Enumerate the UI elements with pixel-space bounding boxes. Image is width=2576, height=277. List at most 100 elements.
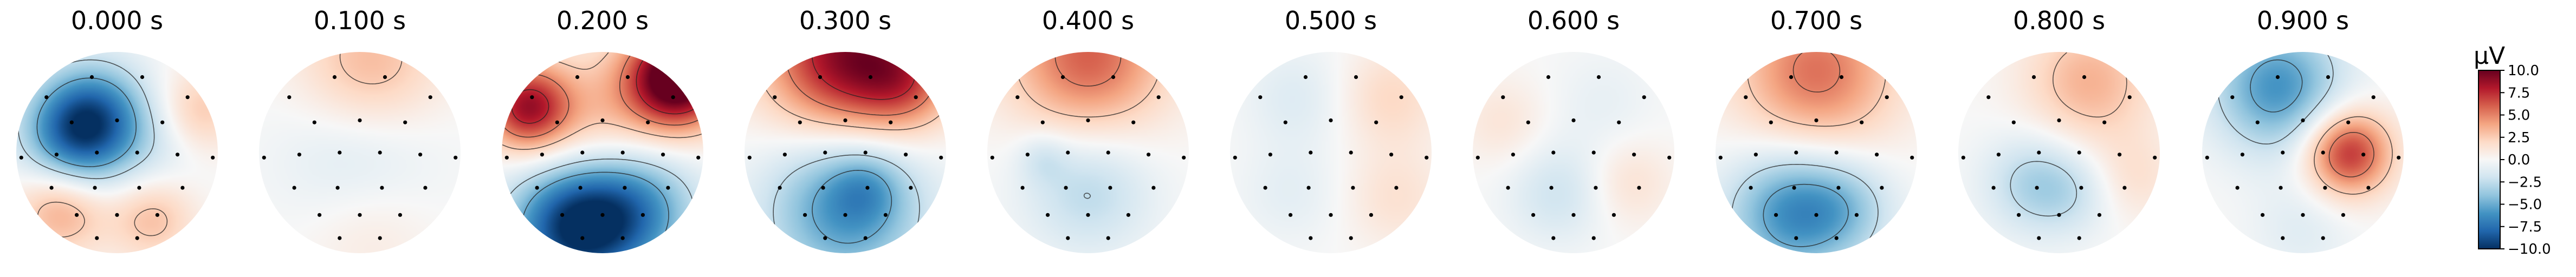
sensor-marker [1986,95,1991,100]
contour-line [1083,193,1091,199]
sensor-marker [2011,120,2016,124]
sensor-marker [1667,155,1672,160]
sensor-marker [2057,118,2061,123]
topomap-panel: 0.100 s [259,6,461,253]
sensor-marker [1086,213,1090,217]
sensor-marker [1753,153,1758,157]
sensor-marker [782,153,787,157]
topomap-heatmap [2202,52,2404,253]
sensor-marker [1329,213,1333,217]
sensor-marker [2122,186,2127,190]
topomap-heatmap [259,52,461,253]
topomap-heatmap [987,52,1189,253]
sensor-marker [1111,75,1116,80]
sensor-marker [380,186,384,190]
sensor-marker [661,153,665,157]
sensor-marker [44,95,49,100]
sensor-marker [1885,95,1889,100]
sensor-marker [2097,213,2101,217]
sensor-marker [1015,95,1020,100]
topomap-panel: 0.800 s [1958,6,2160,253]
sensor-marker [2127,95,2132,100]
sensor-marker [1749,186,1753,190]
sensor-marker [1306,186,1311,190]
sensor-marker [1283,120,1287,124]
sensor-marker [332,75,337,80]
sensor-marker [89,75,94,80]
sensor-marker [1880,186,1884,190]
sensor-marker [1151,186,1156,190]
sensor-marker [454,155,458,160]
topomap-heatmap [502,52,703,253]
sensor-marker [863,150,868,155]
sensor-marker [54,153,59,157]
colorbar-tick-label: 10.0 [2508,63,2539,79]
sensor-marker [1086,118,1090,123]
contour-line [2250,59,2303,113]
sensor-marker [843,213,847,217]
sensor-marker [1066,236,1070,240]
sensor-marker [1233,155,1237,160]
sensor-marker [504,155,509,160]
sensor-marker [904,153,908,157]
sensor-marker [2301,213,2305,217]
topomap-title: 0.000 s [71,6,163,35]
sensor-marker [1551,150,1556,155]
sensor-marker [176,153,180,157]
sensor-marker [262,155,266,160]
sensor-marker [773,95,777,100]
sensor-marker [1910,155,1914,160]
sensor-marker [1126,213,1130,217]
sensor-marker [868,75,873,80]
sensor-marker [530,95,534,100]
colorbar-tick-label: −5.0 [2508,197,2542,213]
topomap-panel: 0.600 s [1473,6,1674,253]
sensor-marker [2371,95,2376,100]
colorbar-tick-label: −10.0 [2508,241,2551,258]
sensor-marker [1309,150,1313,155]
sensor-marker [600,118,605,123]
sensor-marker [821,186,825,190]
sensor-marker [2346,120,2351,124]
colorbar-tick-label: 7.5 [2508,85,2530,101]
sensor-marker [580,236,585,240]
sensor-marker [1106,150,1110,155]
topomap-heatmap [745,52,946,253]
sensor-marker [625,75,630,80]
sensor-marker [620,150,625,155]
contour-line [36,77,137,167]
sensor-marker [2275,75,2280,80]
sensor-marker [671,95,675,100]
sensor-marker [1349,150,1353,155]
sensor-marker [358,118,362,123]
sensor-marker [1839,75,1844,80]
contour-line [812,170,892,244]
sensor-marker [2281,236,2285,240]
topomap-panel: 0.400 s [987,6,1189,253]
sensor-marker [1156,95,1161,100]
sensor-marker [1354,75,1358,80]
sensor-marker [1108,186,1112,190]
sensor-marker [1854,213,1859,217]
sensor-marker [2321,150,2325,155]
sensor-marker [560,213,565,217]
sensor-marker [1996,153,2001,157]
sensor-marker [2279,186,2283,190]
sensor-marker [1961,155,1965,160]
sensor-marker [1596,75,1601,80]
sensor-marker [883,213,888,217]
sensor-marker [287,95,292,100]
contour-line [2314,116,2393,195]
sensor-marker [1860,120,1864,124]
sensor-marker [2235,186,2240,190]
sensor-marker [2118,153,2122,157]
sensor-marker [580,150,585,155]
sensor-marker [1875,153,1879,157]
sensor-marker [575,75,580,80]
sensor-marker [2037,150,2041,155]
sensor-marker [1369,213,1373,217]
sensor-marker [49,186,54,190]
sensor-marker [803,213,807,217]
topomap-title: 0.900 s [2257,6,2349,35]
